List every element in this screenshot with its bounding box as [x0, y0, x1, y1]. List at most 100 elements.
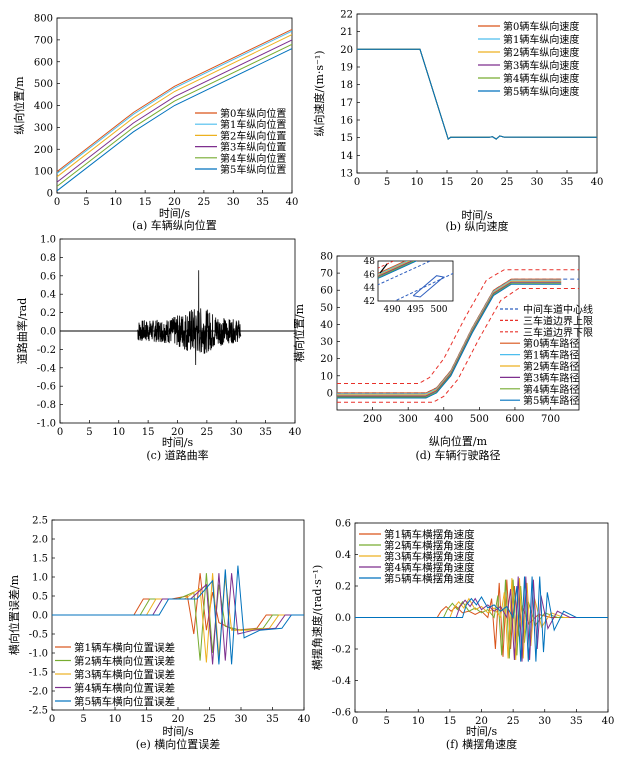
legend-label: 第5辆车横向位置误差 [74, 695, 175, 708]
y-tick-label: 500 [34, 79, 53, 90]
legend-label: 第4辆车横摆角速度 [384, 561, 475, 574]
inset-series [378, 261, 416, 278]
x-tick-label: 10 [412, 716, 425, 727]
y-tick-label: 400 [34, 101, 53, 112]
y-tick-label: 1.0 [40, 235, 56, 246]
x-tick-label: 10 [112, 427, 125, 438]
x-tick-label: 35 [259, 427, 272, 438]
series-line [355, 576, 608, 662]
series-line [57, 30, 292, 174]
y-axis-label: 纵向位置/m [12, 76, 26, 135]
y-tick-label: -0.2 [332, 645, 351, 656]
inset-y-tick-label: 46 [364, 270, 376, 280]
series-line [52, 573, 304, 635]
y-tick-label: 2.0 [32, 535, 48, 546]
y-tick-label: 19 [340, 63, 353, 74]
x-tick-label: 15 [140, 714, 153, 725]
y-tick-label: 0.8 [40, 253, 56, 264]
figure-caption: (a) 车辆纵向位置 [132, 218, 217, 232]
chart-e: 0 5 10 15 20 25 30 35 40 -2.5 -2.0 -1.5 -1.0 -0.5 0.0 0… [7, 516, 310, 752]
x-axis-label: 时间/s [159, 207, 191, 220]
x-tick-label: 15 [139, 197, 152, 208]
x-tick-label: 40 [602, 716, 615, 727]
legend: 中间车道中心线三车道边界上限三车道边界下限第0辆车路径第1辆车路径第2辆车路径第… [500, 303, 593, 407]
x-tick-label: 5 [383, 716, 389, 727]
x-tick-label: 10 [109, 197, 122, 208]
legend-label: 第4辆车纵向速度 [503, 72, 579, 85]
x-tick-label: 30 [235, 714, 248, 725]
x-tick-label: 35 [570, 716, 583, 727]
x-tick-label: 25 [203, 714, 216, 725]
y-axis-label: 横向位置/m [292, 303, 306, 362]
y-axis-label: 横摆角速度/(rad·s⁻¹) [310, 565, 324, 671]
y-tick-label: 60 [320, 286, 333, 297]
y-tick-label: 16 [340, 116, 353, 127]
legend-label: 第0辆车纵向速度 [503, 20, 579, 33]
series-line [355, 578, 608, 661]
x-tick-label: 35 [266, 714, 279, 725]
x-axis-label: 时间/s [461, 209, 493, 222]
y-tick-label: 0.5 [32, 592, 48, 603]
inset-x-tick-label: 495 [407, 305, 424, 315]
x-tick-label: 300 [399, 414, 418, 425]
y-tick-label: -2.0 [29, 687, 48, 698]
y-tick-label: 17 [340, 98, 353, 109]
y-tick-label: 0 [327, 388, 333, 399]
inset-marker [379, 263, 388, 274]
x-tick-label: 400 [434, 414, 453, 425]
legend-label: 第1辆车路径 [523, 349, 579, 362]
y-tick-label: 0.0 [32, 611, 48, 622]
inset-series [378, 261, 414, 277]
inset-plot [378, 261, 453, 301]
series-line [337, 281, 562, 397]
y-tick-label: 0.6 [335, 519, 351, 530]
x-tick-label: 200 [363, 414, 382, 425]
inset-series [378, 261, 411, 276]
y-tick-label: 100 [34, 167, 53, 178]
inset-x-tick-label: 500 [430, 305, 447, 315]
legend-label: 第3辆车纵向速度 [503, 59, 579, 72]
y-tick-label: 0.0 [335, 613, 351, 624]
y-tick-label: -0.4 [332, 676, 351, 687]
x-tick-label: 15 [441, 177, 454, 188]
chart-c: 0 5 10 15 20 25 30 35 40 -1.0 -0.8 -0.6 -0.4 -0.2 0.0 0… [15, 235, 301, 463]
legend-label: 第1车纵向位置 [220, 118, 286, 131]
y-tick-label: 200 [34, 145, 53, 156]
series-line [57, 34, 292, 178]
x-tick-label: 0 [352, 716, 358, 727]
plot-area [57, 28, 292, 192]
x-tick-label: 30 [230, 427, 243, 438]
x-tick-label: 25 [201, 427, 214, 438]
x-tick-label: 0 [354, 177, 360, 188]
x-axis-label: 时间/s [162, 725, 194, 738]
x-tick-label: 20 [475, 716, 488, 727]
inset-x-tick-label: 490 [383, 305, 400, 315]
inset-y-tick-label: 42 [364, 297, 375, 307]
legend-label: 第5辆车路径 [523, 394, 579, 407]
x-tick-label: 5 [83, 197, 89, 208]
y-tick-label: 0.2 [335, 582, 351, 593]
legend-label: 中间车道中心线 [523, 303, 593, 316]
series-line [57, 43, 292, 187]
figure-caption: (f) 横摆角速度 [446, 737, 517, 751]
legend-label: 第1辆车横向位置误差 [74, 641, 175, 654]
legend-label: 第1辆车纵向速度 [503, 33, 579, 46]
inset-y-tick-label: 44 [364, 284, 376, 294]
x-tick-label: 500 [470, 414, 489, 425]
series-line [57, 48, 292, 192]
y-tick-label: 0.2 [40, 308, 56, 319]
inset-vehicle [412, 275, 445, 298]
y-tick-label: 14 [340, 151, 353, 162]
legend-label: 第4车纵向位置 [220, 152, 286, 165]
x-tick-label: 35 [561, 177, 574, 188]
lane-boundary [337, 269, 579, 384]
curvature-noise [137, 270, 242, 366]
x-axis-label: 时间/s [162, 436, 194, 449]
legend-label: 第3车纵向位置 [220, 141, 286, 154]
x-tick-label: 600 [505, 414, 524, 425]
x-tick-label: 15 [142, 427, 155, 438]
series-line [57, 39, 292, 183]
y-tick-label: -0.6 [332, 708, 351, 719]
series-line [57, 28, 292, 172]
